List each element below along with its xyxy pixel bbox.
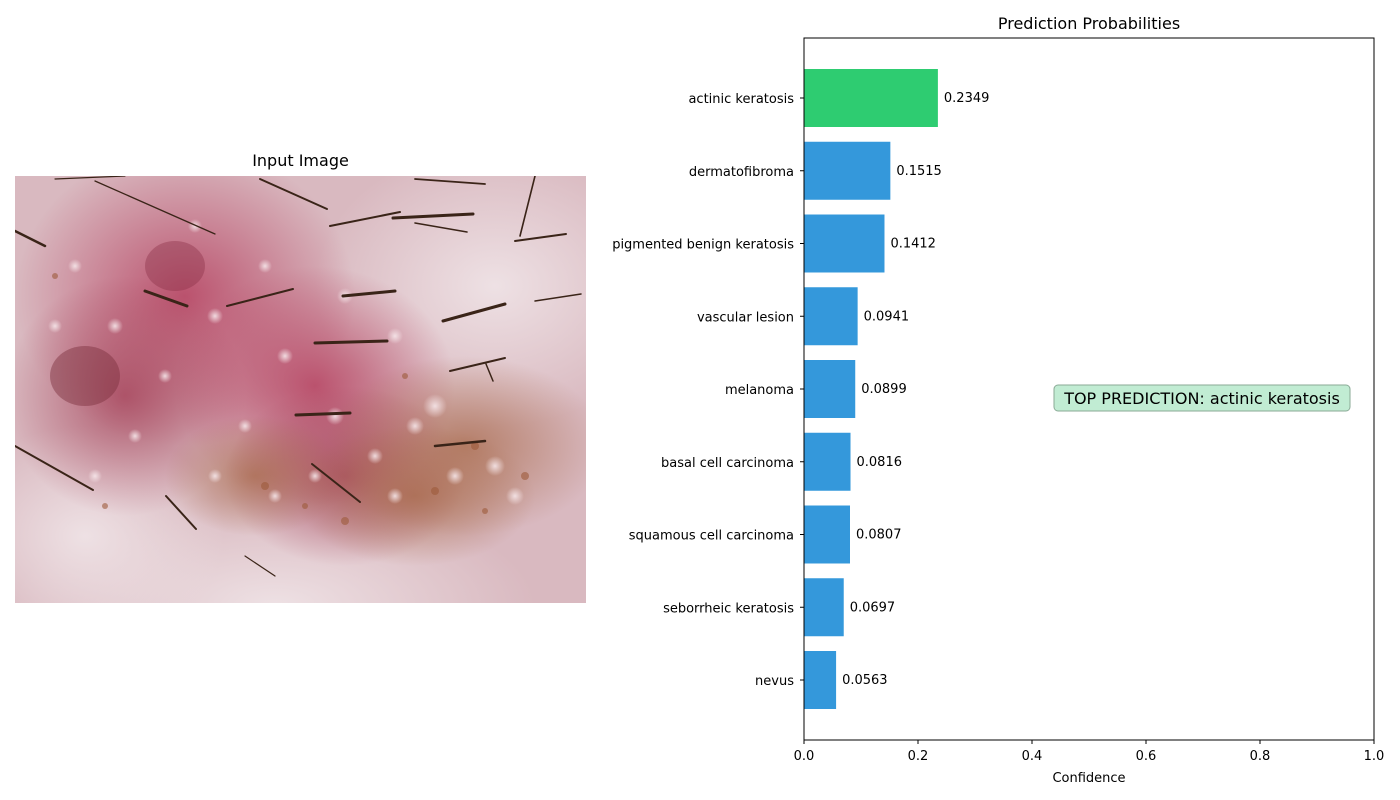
bar: [804, 578, 844, 637]
bar-value-label: 0.0816: [857, 455, 903, 470]
y-tick-label: basal cell carcinoma: [661, 456, 794, 471]
x-tick-label: 0.4: [1022, 749, 1043, 764]
y-tick-label: vascular lesion: [697, 310, 794, 325]
y-tick-label: nevus: [755, 674, 794, 689]
y-tick-label: squamous cell carcinoma: [629, 529, 794, 544]
x-tick-label: 0.8: [1250, 749, 1271, 764]
bars-layer: 0.2349 0.1515 0.1412 0.0941 0.0899 0.0816 0.08…: [804, 69, 989, 709]
image-title: Input Image: [252, 151, 349, 170]
y-tick-label: seborrheic keratosis: [663, 601, 794, 616]
bar: [804, 432, 851, 491]
input-image: [15, 176, 586, 603]
bar-value-label: 0.0697: [850, 600, 896, 615]
annotation-box: [1053, 384, 1351, 412]
x-tick-label: 0.2: [908, 749, 929, 764]
bar: [804, 505, 850, 564]
x-tick-label: 0.0: [794, 749, 815, 764]
bar: [804, 214, 885, 273]
y-tick-label: dermatofibroma: [689, 165, 794, 180]
chart-title: Prediction Probabilities: [998, 14, 1180, 33]
x-tick-label: 1.0: [1364, 749, 1385, 764]
bar-value-label: 0.1412: [890, 237, 936, 252]
bar: [804, 651, 837, 709]
top-prediction-annotation: TOP PREDICTION: actinic keratosis: [1053, 384, 1351, 412]
x-tick-label: 0.6: [1136, 749, 1157, 764]
bar: [804, 141, 891, 200]
x-axis-ticks: 0.0 0.2 0.4 0.6 0.8 1.0: [794, 740, 1385, 764]
bar-value-label: 0.0941: [864, 309, 910, 324]
y-tick-label: actinic keratosis: [688, 92, 794, 107]
bar: [804, 287, 858, 346]
x-axis-label: Confidence: [1052, 771, 1125, 786]
bar-value-label: 0.1515: [896, 164, 942, 179]
bar-value-label: 0.0563: [842, 673, 888, 688]
bar-value-label: 0.0899: [861, 382, 907, 397]
y-tick-label: pigmented benign keratosis: [612, 238, 794, 253]
bar: [804, 360, 856, 418]
y-tick-label: melanoma: [725, 383, 794, 398]
bar: [804, 69, 938, 127]
dermoscopy-skin-image: [15, 176, 586, 603]
annotation-text: TOP PREDICTION: actinic keratosis: [1063, 389, 1340, 408]
bar-value-label: 0.2349: [944, 91, 990, 106]
y-axis-ticks: actinic keratosis dermatofibroma pigmented…: [612, 92, 804, 689]
bar-value-label: 0.0807: [856, 528, 902, 543]
